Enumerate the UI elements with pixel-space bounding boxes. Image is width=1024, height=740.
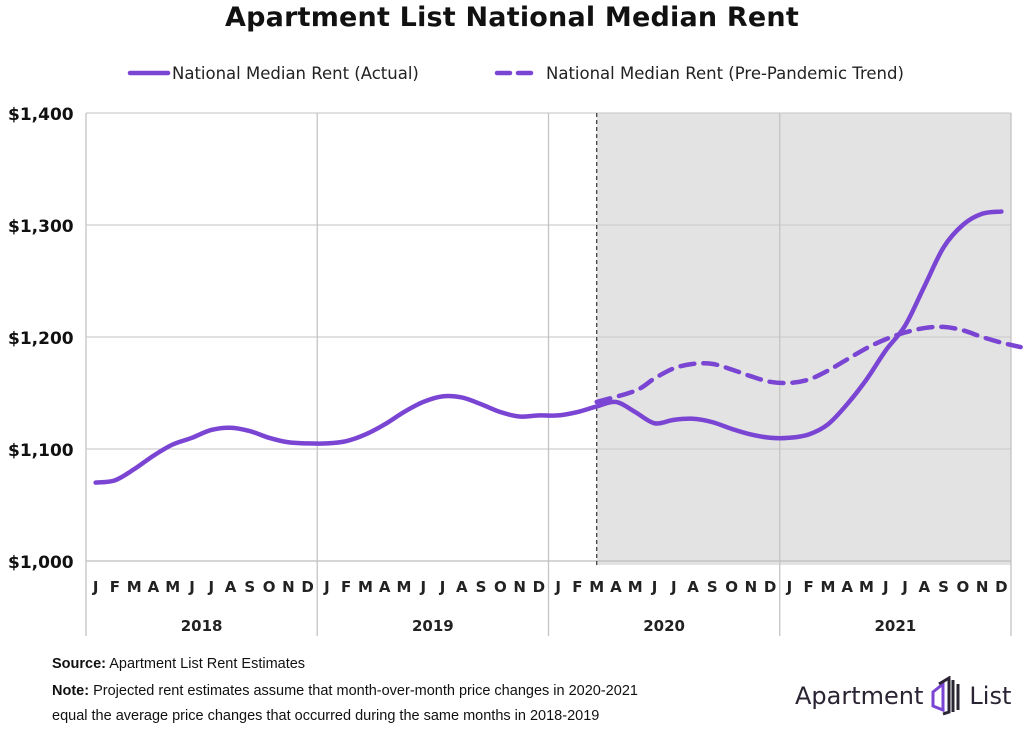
month-tick-label: O [263, 578, 276, 596]
month-tick-label: A [148, 578, 160, 596]
month-tick-label: M [820, 578, 835, 596]
month-tick-label: A [841, 578, 853, 596]
y-tick-label: $1,200 [8, 329, 74, 349]
month-tick-label: N [282, 578, 295, 596]
month-tick-label: M [358, 578, 373, 596]
y-tick-label: $1,000 [8, 553, 74, 573]
month-tick-label: S [476, 578, 487, 596]
month-tick-label: J [188, 578, 195, 596]
month-tick-label: D [995, 578, 1007, 596]
logo-text-left: Apartment [795, 682, 924, 710]
legend-label: National Median Rent (Actual) [172, 64, 419, 83]
month-tick-label: J [670, 578, 677, 596]
month-tick-label: A [687, 578, 699, 596]
month-tick-label: F [341, 578, 351, 596]
month-tick-label: J [554, 578, 561, 596]
month-tick-label: A [918, 578, 930, 596]
note: Note: Projected rent estimates assume th… [52, 683, 638, 699]
month-tick-label: M [127, 578, 142, 596]
month-tick-label: J [323, 578, 330, 596]
month-tick-label: A [379, 578, 391, 596]
y-tick-label: $1,300 [8, 217, 74, 237]
month-tick-label: J [882, 578, 889, 596]
month-tick-label: M [859, 578, 874, 596]
year-label: 2018 [181, 617, 223, 635]
month-tick-label: J [901, 578, 908, 596]
note-line1: Projected rent estimates assume that mon… [93, 683, 638, 699]
month-tick-label: A [225, 578, 237, 596]
month-tick-label: O [725, 578, 738, 596]
note-label: Note: [52, 683, 90, 699]
month-tick-label: A [456, 578, 468, 596]
month-tick-label: F [804, 578, 814, 596]
legend-item: National Median Rent (Pre-Pandemic Trend… [494, 64, 904, 83]
month-tick-label: S [244, 578, 255, 596]
month-tick-label: J [92, 578, 99, 596]
series-line-actual [93, 209, 1004, 485]
year-label: 2019 [412, 617, 454, 635]
y-tick-label: $1,100 [8, 441, 74, 461]
y-tick-label: $1,400 [8, 105, 74, 125]
logo-text-right: List [969, 682, 1012, 710]
month-tick-label: O [956, 578, 969, 596]
source-note: Source: Apartment List Rent Estimates [52, 656, 305, 672]
month-tick-label: S [707, 578, 718, 596]
month-tick-label: D [533, 578, 545, 596]
building-logo-icon [931, 676, 960, 716]
month-tick-label: N [976, 578, 989, 596]
month-tick-label: J [786, 578, 793, 596]
series-line-trend [594, 324, 1023, 405]
month-tick-label: J [651, 578, 658, 596]
apartment-list-logo: Apartment List [795, 676, 1011, 716]
month-tick-label: J [439, 578, 446, 596]
shaded-projection-region [596, 113, 1011, 565]
month-tick-label: N [745, 578, 758, 596]
month-tick-label: D [764, 578, 776, 596]
month-tick-label: F [110, 578, 120, 596]
year-label: 2021 [875, 617, 917, 635]
month-tick-label: A [610, 578, 622, 596]
source-label: Source: [52, 656, 106, 672]
chart-title: Apartment List National Median Rent [225, 2, 799, 33]
month-tick-label: J [207, 578, 214, 596]
month-tick-label: M [397, 578, 412, 596]
month-tick-label: M [165, 578, 180, 596]
month-tick-label: S [938, 578, 949, 596]
month-tick-label: J [419, 578, 426, 596]
month-tick-label: D [301, 578, 313, 596]
year-label: 2020 [643, 617, 685, 635]
legend-label: National Median Rent (Pre-Pandemic Trend… [546, 64, 904, 83]
month-tick-label: M [589, 578, 604, 596]
month-tick-label: O [494, 578, 507, 596]
month-tick-label: F [572, 578, 582, 596]
legend-item: National Median Rent (Actual) [127, 64, 419, 83]
source-text: Apartment List Rent Estimates [109, 656, 306, 672]
month-tick-label: M [628, 578, 643, 596]
month-tick-label: N [513, 578, 526, 596]
note-line2: equal the average price changes that occ… [52, 708, 600, 724]
